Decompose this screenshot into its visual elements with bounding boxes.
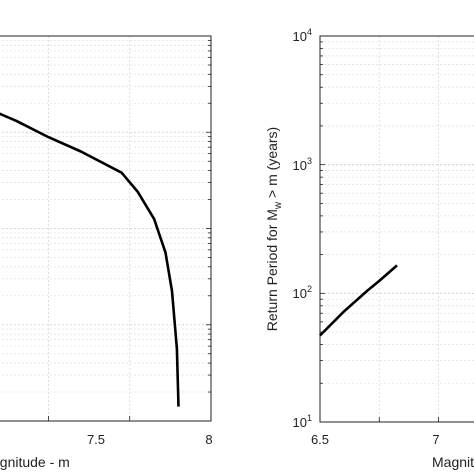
right-y-axis-label: Return Period for Mw > m (years) — [264, 127, 284, 331]
right-xtick-label-0: 6.5 — [311, 432, 329, 447]
right-ytick-label-10-3: 103 — [293, 156, 312, 173]
right-series-line — [319, 264, 398, 337]
left-x-axis-label: agnitude - m — [0, 454, 70, 470]
right-gridlines — [320, 36, 474, 422]
left-chart-panel: 7.5 8 agnitude - m — [0, 35, 213, 470]
right-ytick-label-10-4: 104 — [293, 27, 312, 44]
right-plot-frame — [319, 35, 474, 423]
left-axis-ticks — [48, 40, 211, 421]
left-xtick-label-0: 7.5 — [87, 432, 105, 447]
right-xtick-label-1: 7 — [432, 432, 439, 447]
right-x-axis-label: Magnitu — [432, 454, 474, 470]
left-series-line — [0, 112, 180, 407]
left-xtick-label-1: 8 — [205, 432, 212, 447]
right-chart-panel: 6.5 7 Magnitu 101 102 103 104 Return Per… — [264, 27, 474, 470]
right-axis-ticks — [319, 41, 439, 423]
right-ytick-label-10-1: 101 — [293, 413, 312, 430]
left-gridlines — [0, 36, 211, 421]
right-ytick-label-10-2: 102 — [293, 284, 312, 301]
